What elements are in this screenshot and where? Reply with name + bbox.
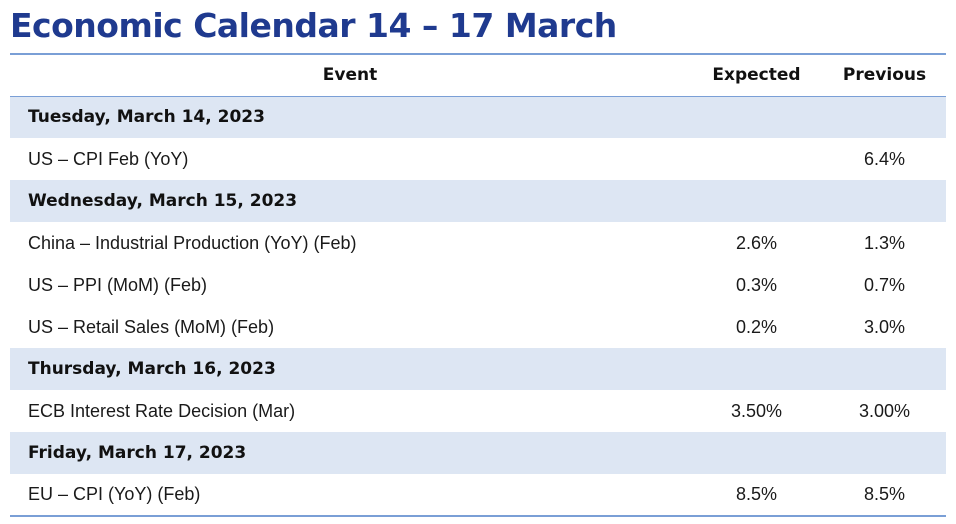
table-row: China – Industrial Production (YoY) (Feb… [10, 222, 946, 264]
day-label: Thursday, March 16, 2023 [10, 348, 946, 390]
expected-value [690, 138, 823, 180]
day-row-thursday: Thursday, March 16, 2023 [10, 348, 946, 390]
table-row: US – Retail Sales (MoM) (Feb) 0.2% 3.0% [10, 306, 946, 348]
event-name: US – Retail Sales (MoM) (Feb) [28, 316, 275, 337]
economic-calendar-table: Event Expected Previous Tuesday, March 1… [10, 53, 946, 517]
previous-value: 3.0% [863, 316, 906, 337]
expected-column-header: Expected [690, 54, 823, 97]
table-row: US – PPI (MoM) (Feb) 0.3% 0.7% [10, 264, 946, 306]
previous-value: 3.00% [858, 400, 911, 421]
day-label: Tuesday, March 14, 2023 [10, 96, 946, 138]
expected-value: 8.5% [735, 484, 778, 504]
page-title: Economic Calendar 14 – 17 March [10, 6, 617, 45]
event-name: ECB Interest Rate Decision (Mar) [28, 400, 296, 421]
expected-value: 3.50% [730, 400, 783, 421]
expected-value: 2.6% [735, 232, 778, 253]
event-name: China – Industrial Production (YoY) (Feb… [28, 232, 357, 253]
event-name: US – CPI Feb (YoY) [28, 148, 189, 169]
day-row-tuesday: Tuesday, March 14, 2023 [10, 96, 946, 138]
previous-value: 6.4% [863, 148, 906, 169]
event-name: US – PPI (MoM) (Feb) [28, 274, 208, 295]
event-column-header: Event [10, 54, 690, 97]
day-label: Friday, March 17, 2023 [10, 432, 946, 474]
previous-value: 0.7% [863, 274, 906, 295]
expected-value: 0.3% [735, 274, 778, 295]
table-row: EU – CPI (YoY) (Feb) 8.5% 8.5% [10, 474, 946, 516]
previous-value: 1.3% [863, 232, 906, 253]
day-label: Wednesday, March 15, 2023 [10, 180, 946, 222]
previous-value: 8.5% [863, 484, 906, 504]
event-name: EU – CPI (YoY) (Feb) [28, 484, 201, 504]
table-row: ECB Interest Rate Decision (Mar) 3.50% 3… [10, 390, 946, 432]
day-row-friday: Friday, March 17, 2023 [10, 432, 946, 474]
table-row: US – CPI Feb (YoY) 6.4% [10, 138, 946, 180]
day-row-wednesday: Wednesday, March 15, 2023 [10, 180, 946, 222]
table-header-row: Event Expected Previous [10, 54, 946, 97]
previous-column-header: Previous [823, 54, 946, 97]
expected-value: 0.2% [735, 316, 778, 337]
